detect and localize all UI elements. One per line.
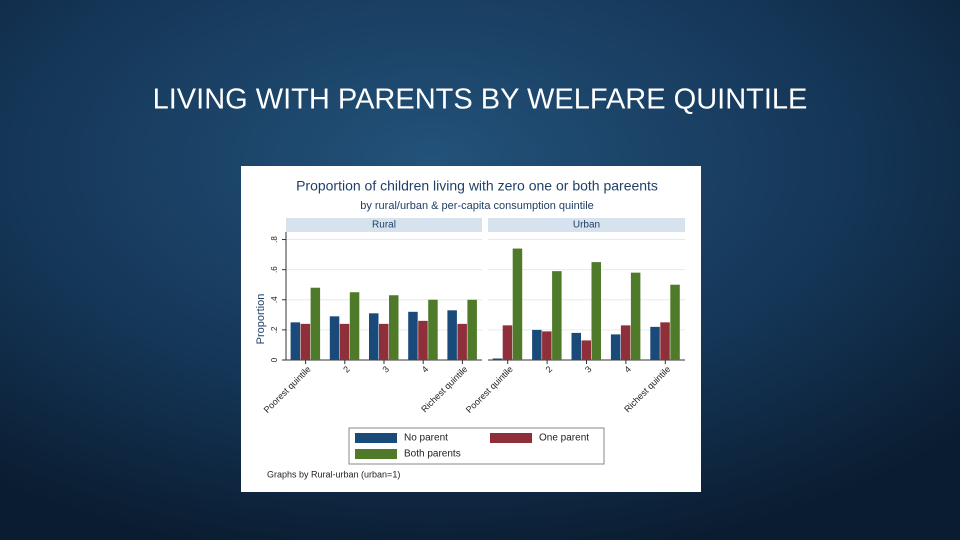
x-tick-label: 3 <box>583 364 594 375</box>
bar <box>542 331 552 360</box>
bar <box>329 316 340 360</box>
y-tick-label: 0 <box>270 357 279 362</box>
bar <box>581 340 591 360</box>
x-tick-label: 4 <box>420 364 431 375</box>
bar <box>290 322 301 360</box>
legend-label: One parent <box>539 433 589 444</box>
bar <box>492 358 503 360</box>
bar <box>447 310 457 360</box>
bar <box>457 323 467 360</box>
bar <box>591 262 601 360</box>
x-tick-label: 2 <box>341 364 352 375</box>
bar <box>630 272 641 360</box>
bar <box>428 299 438 360</box>
x-tick-label: 4 <box>622 364 633 375</box>
chart-subtitle: by rural/urban & per-capita consumption … <box>360 200 594 212</box>
slide-title: LIVING WITH PARENTS BY WELFARE QUINTILE <box>153 84 808 116</box>
bar <box>532 329 542 360</box>
note: Graphs by Rural-urban (urban=1) <box>267 469 400 479</box>
legend-label: Both parents <box>404 449 461 460</box>
y-tick-label: .6 <box>270 266 279 273</box>
panel-title: Rural <box>372 220 396 231</box>
y-tick-label: .2 <box>270 326 279 333</box>
x-tick-label: 2 <box>544 364 555 375</box>
bar <box>408 311 418 360</box>
bar <box>670 284 680 360</box>
y-axis-label: Proportion <box>255 294 267 345</box>
panel-header <box>286 218 482 232</box>
bar <box>610 334 621 360</box>
bar <box>349 292 360 360</box>
bar <box>502 325 513 360</box>
bar <box>339 323 350 360</box>
y-tick-label: .4 <box>270 296 279 303</box>
bar <box>389 295 399 360</box>
legend-swatch <box>490 433 532 443</box>
chart-title: Proportion of children living with zero … <box>296 178 658 194</box>
panel-title: Urban <box>573 220 600 231</box>
bar <box>300 323 311 360</box>
legend-swatch <box>355 433 397 443</box>
bar <box>467 299 477 360</box>
bar <box>660 322 670 360</box>
bar <box>650 326 660 360</box>
bar <box>310 287 321 360</box>
legend-swatch <box>355 449 397 459</box>
x-tick-label: 3 <box>380 364 391 375</box>
bar <box>512 248 523 360</box>
bar <box>552 271 562 360</box>
legend-label: No parent <box>404 433 448 444</box>
bar <box>369 313 379 360</box>
bar <box>418 320 428 360</box>
panel-header <box>488 218 685 232</box>
y-tick-label: .8 <box>270 236 279 243</box>
bar <box>620 325 631 360</box>
bar <box>571 332 581 360</box>
bar <box>379 323 389 360</box>
